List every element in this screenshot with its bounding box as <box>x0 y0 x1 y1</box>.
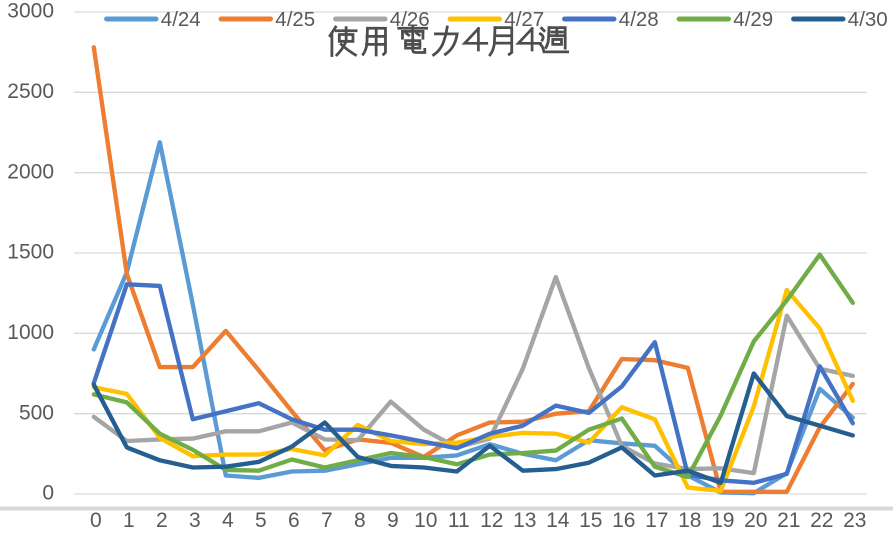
svg-text:23: 23 <box>843 509 866 532</box>
svg-text:4/30: 4/30 <box>848 8 888 31</box>
svg-text:0: 0 <box>90 509 102 532</box>
svg-text:22: 22 <box>810 509 833 532</box>
svg-text:12: 12 <box>480 509 503 532</box>
svg-text:2000: 2000 <box>7 160 54 183</box>
svg-text:4/27: 4/27 <box>504 8 544 31</box>
svg-text:15: 15 <box>579 509 602 532</box>
svg-text:7: 7 <box>321 509 333 532</box>
svg-text:9: 9 <box>387 509 399 532</box>
svg-text:1: 1 <box>123 509 135 532</box>
svg-text:20: 20 <box>744 509 767 532</box>
svg-text:0: 0 <box>42 482 54 505</box>
svg-text:10: 10 <box>414 509 437 532</box>
svg-text:4/24: 4/24 <box>161 8 201 31</box>
svg-text:2: 2 <box>156 509 168 532</box>
svg-text:2500: 2500 <box>7 80 54 103</box>
svg-text:500: 500 <box>19 401 54 424</box>
svg-text:11: 11 <box>448 509 470 532</box>
svg-text:8: 8 <box>354 509 366 532</box>
svg-text:6: 6 <box>288 509 300 532</box>
svg-text:18: 18 <box>678 509 701 532</box>
svg-text:3000: 3000 <box>7 0 54 23</box>
svg-text:1000: 1000 <box>7 321 54 344</box>
svg-text:1500: 1500 <box>7 241 54 264</box>
svg-text:21: 21 <box>777 509 800 532</box>
svg-text:16: 16 <box>612 509 635 532</box>
svg-text:19: 19 <box>711 509 734 532</box>
svg-text:4/28: 4/28 <box>619 8 659 31</box>
svg-text:4/29: 4/29 <box>733 8 773 31</box>
svg-text:14: 14 <box>546 509 570 532</box>
svg-text:4/25: 4/25 <box>275 8 315 31</box>
svg-text:4: 4 <box>222 509 234 532</box>
svg-text:3: 3 <box>189 509 201 532</box>
svg-text:17: 17 <box>645 509 668 532</box>
svg-text:4/26: 4/26 <box>390 8 430 31</box>
svg-text:13: 13 <box>513 509 536 532</box>
svg-text:5: 5 <box>255 509 267 532</box>
